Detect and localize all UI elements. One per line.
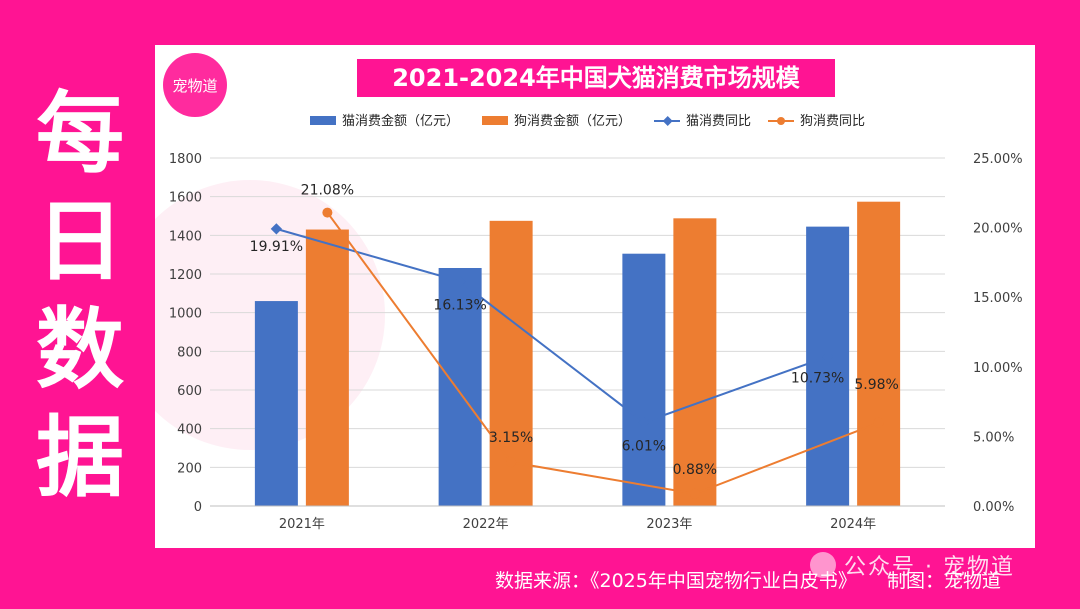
- y2-tick-label: 0.00%: [973, 500, 1014, 515]
- data-label-dog: 0.88%: [673, 462, 717, 478]
- wechat-icon: [810, 552, 836, 578]
- logo: 宠物道: [163, 53, 227, 117]
- side-title-char: 据: [35, 406, 124, 509]
- logo-text: 宠物道: [172, 77, 217, 95]
- legend-swatch: [310, 116, 336, 125]
- footer: 数据来源：《2025年中国宠物行业白皮书》 制图：宠物道: [495, 566, 1001, 593]
- line-cat: [276, 227, 828, 424]
- legend-label: 猫消费金额（亿元）: [342, 113, 459, 129]
- marker-dog: [506, 457, 517, 468]
- chart-panel: 宠物道 2021-2024年中国犬猫消费市场规模 猫消费金额（亿元） 狗消费金额（…: [115, 45, 1035, 548]
- line-dog: [326, 211, 879, 495]
- legend-swatch: [482, 116, 508, 125]
- y2-tick-label: 20.00%: [973, 222, 1023, 237]
- footer-source: 数据来源：《2025年中国宠物行业白皮书》: [495, 570, 857, 592]
- bar-cat: [622, 253, 666, 506]
- side-title-char: 数: [35, 298, 124, 401]
- logo-circle: [163, 53, 227, 117]
- y-tick-label: 1000: [169, 307, 202, 322]
- y-axis-left: 0 200 400 600 800 1000 1200 1400 1600 1800: [169, 152, 202, 515]
- data-label-dog: 21.08%: [301, 183, 354, 199]
- data-label-cat: 19.91%: [250, 239, 303, 255]
- y-axis-right: 0.00% 5.00% 10.00% 15.00% 20.00% 25.00%: [973, 152, 1023, 515]
- x-tick-label: 2021年: [279, 517, 325, 532]
- x-axis: 2021年 2022年 2023年 2024年: [210, 505, 945, 532]
- y-tick-label: 600: [177, 384, 202, 399]
- bar-cat: [438, 268, 482, 506]
- legend-label: 狗消费同比: [800, 114, 865, 129]
- marker-cat: [821, 350, 834, 363]
- marker-cat: [454, 275, 466, 288]
- legend: 猫消费金额（亿元） 狗消费金额（亿元） 猫消费同比 狗消费同比: [310, 113, 865, 129]
- y2-tick-label: 5.00%: [973, 430, 1014, 445]
- data-labels: 19.91% 16.13% 6.01% 10.73% 21.08% 3.15% 0.88% 5…: [250, 183, 899, 478]
- data-label-cat: 16.13%: [433, 297, 486, 313]
- y-tick-label: 200: [177, 461, 202, 476]
- side-title: 每 日 数 据: [20, 80, 140, 512]
- legend-label: 狗消费金额（亿元）: [514, 113, 631, 129]
- side-title-char: 日: [35, 190, 124, 293]
- marker-cat: [638, 416, 650, 428]
- footer-maker: 制图：宠物道: [886, 570, 1001, 592]
- bar-cat: [806, 226, 850, 506]
- y2-tick-label: 25.00%: [973, 152, 1023, 167]
- watermark-text: 公众号 · 宠物道: [844, 555, 1015, 580]
- data-label-cat: 10.73%: [791, 371, 844, 387]
- chart-svg: 宠物道 2021-2024年中国犬猫消费市场规模 猫消费金额（亿元） 狗消费金额（…: [115, 53, 1023, 532]
- y-tick-label: 1800: [169, 152, 202, 167]
- bar-dog: [857, 201, 901, 506]
- data-label-dog: 5.98%: [854, 377, 898, 393]
- watermark: 公众号 · 宠物道: [810, 548, 1060, 582]
- y-tick-label: 1400: [169, 229, 202, 244]
- legend-marker: [662, 116, 673, 126]
- data-label-dog: 3.15%: [489, 430, 533, 446]
- side-title-char: 每: [35, 82, 124, 185]
- bar-cat: [254, 301, 298, 506]
- y2-tick-label: 15.00%: [973, 291, 1023, 306]
- marker-dog: [873, 417, 884, 428]
- y2-tick-label: 10.00%: [973, 361, 1023, 376]
- bar-dog: [673, 218, 717, 506]
- y-tick-label: 1600: [169, 191, 202, 206]
- y-tick-label: 1200: [169, 268, 202, 283]
- legend-label: 猫消费同比: [686, 114, 751, 129]
- x-tick-label: 2023年: [646, 517, 692, 532]
- marker-dog: [322, 207, 333, 218]
- y-tick-label: 400: [177, 423, 202, 438]
- legend-marker: [777, 117, 785, 125]
- x-tick-label: 2024年: [830, 517, 876, 532]
- title-background: [357, 59, 835, 97]
- y-tick-label: 0: [194, 500, 202, 515]
- marker-dog: [689, 488, 700, 499]
- chart-title: 2021-2024年中国犬猫消费市场规模: [392, 64, 801, 92]
- y-tick-label: 800: [177, 345, 202, 360]
- x-tick-label: 2022年: [463, 517, 509, 532]
- data-label-cat: 6.01%: [622, 438, 666, 454]
- bar-dog: [305, 229, 349, 507]
